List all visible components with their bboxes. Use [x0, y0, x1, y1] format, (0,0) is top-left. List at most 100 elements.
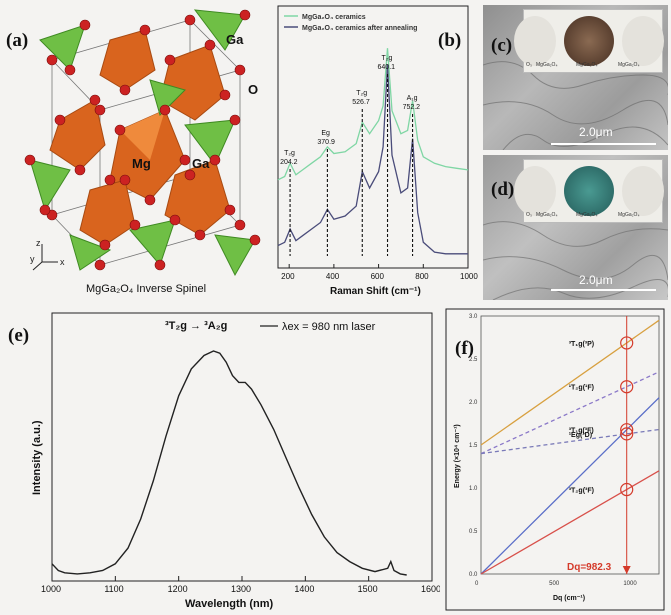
- sample-label-d-1: MgGa₂O₄: [536, 212, 558, 218]
- pl-tick-label-4: 1400: [294, 584, 314, 594]
- tsd-intersection-4: [620, 482, 634, 497]
- scale-bar-d: [551, 289, 656, 291]
- raman-peak-value-2: 526.7: [352, 99, 370, 106]
- raman-xlabel: Raman Shift (cm⁻¹): [330, 286, 421, 297]
- axis-z-label: z: [36, 238, 41, 248]
- pl-tick-label-5: 1500: [358, 584, 378, 594]
- tsd-xlabel: Dq (cm⁻¹): [553, 595, 585, 602]
- sample-label-c-3: MgGa₂O₄: [618, 62, 640, 68]
- scale-bar-c: [551, 143, 656, 145]
- axes-indicator: [32, 244, 58, 271]
- panel-e-label: (e): [8, 325, 30, 346]
- pl-x-ticks: 1000 1100 1200 1300 1400 1500 1600: [41, 576, 440, 594]
- tsd-state-label-3: ¹Eg(¹D): [569, 432, 592, 439]
- raman-peak-value-0: 204.2: [280, 159, 298, 166]
- raman-series-1: [277, 64, 468, 255]
- tsd-dq-arrow: [622, 566, 631, 574]
- legend-ceramics: MgGa₂O₄ ceramics: [302, 14, 366, 21]
- pl-curve: [51, 350, 407, 576]
- tsd-state-label-1: ¹T₂g(¹F): [569, 385, 594, 392]
- pl-series: [51, 350, 407, 576]
- tsd-ytick-2: 1.0: [469, 486, 478, 492]
- tsd-ytick-5: 2.5: [469, 357, 478, 363]
- raman-tick-label-2: 600: [371, 272, 385, 281]
- pellet-d: [564, 166, 614, 216]
- pl-ylabel: Intensity (a.u.): [31, 420, 43, 495]
- tetrahedra: [29, 9, 256, 277]
- panel-f: ³T₁g(³P) ¹T₂g(¹F) ³T₁g(³F) ¹Eg(¹D) ³T₂g(³F) …: [445, 308, 667, 613]
- sample-photo-d: O₃ MgGa₂O₄ MgGa₂O₄ MgGa₂O₄: [514, 159, 664, 223]
- panel-b-label: (b): [438, 30, 462, 51]
- raman-tick-label-0: 200: [281, 272, 295, 281]
- pl-tick-label-3: 1300: [231, 584, 251, 594]
- pl-chart: ³T₂g → ³A₂g λex = 980 nm laser 1000 1100 1…: [31, 312, 440, 610]
- pl-transition-label: ³T₂g → ³A₂g: [165, 320, 227, 332]
- sample-label-d-3: MgGa₂O₄: [618, 212, 640, 218]
- panel-b: (b) MgGa₂O₄ ceramics MgGa₂O₄ ceramics af…: [268, 0, 478, 300]
- tsd-intersection-2: [620, 423, 634, 437]
- tsd-intersection-3: [620, 427, 634, 441]
- tsd-ytick-0: 0.0: [469, 572, 478, 578]
- panel-d: O₃ MgGa₂O₄ MgGa₂O₄ MgGa₂O₄ (d) 2.0μm: [483, 155, 668, 300]
- panel-a-label: (a): [6, 30, 29, 51]
- tsd-xtick-0: 0: [475, 581, 479, 587]
- atom-label-ga-top: Ga: [226, 32, 244, 47]
- raman-peak-mode-0: T₂g: [284, 150, 295, 157]
- tsd-line-2: [480, 397, 660, 575]
- tsd-ytick-3: 1.5: [469, 443, 478, 449]
- legend-annealed: MgGa₂O₄ ceramics after annealing: [302, 25, 417, 32]
- axis-y-label: y: [30, 254, 35, 264]
- octahedra: [49, 29, 231, 246]
- panel-d-label: (d): [491, 179, 515, 200]
- tsd-ytick-6: 3.0: [469, 314, 478, 320]
- raman-peak-value-1: 370.9: [317, 139, 335, 146]
- pl-tick-label-1: 1100: [104, 584, 123, 594]
- tsd-annotation: Dq=982.3: [567, 562, 612, 573]
- panel-a-caption: MgGa₂O₄ Inverse Spinel: [86, 283, 206, 295]
- raman-series: [277, 48, 469, 255]
- tsd-intersection-0: [620, 336, 634, 350]
- pl-plot-frame: [51, 312, 433, 582]
- pellet-d-left: [514, 166, 556, 216]
- pellet-d-right: [622, 166, 664, 216]
- raman-x-ticks: 200 400 600 800 1000: [281, 264, 478, 281]
- tanabe-sugano-chart: ³T₁g(³P)¹T₂g(¹F)³T₁g(³F)¹Eg(¹D)³T₂g(³F) …: [445, 308, 665, 611]
- pellet-c: [564, 16, 614, 66]
- scale-bar-text-d: 2.0μm: [579, 273, 613, 287]
- raman-peak-value-3: 640.1: [378, 64, 396, 71]
- raman-peak-mode-3: T₂g: [382, 55, 393, 62]
- pl-tick-label-2: 1200: [168, 584, 188, 594]
- pl-xlabel: Wavelength (nm): [185, 598, 274, 610]
- tsd-state-label-2: ³T₁g(³F): [569, 428, 594, 435]
- tsd-intersection-1: [620, 380, 634, 394]
- tsd-series: ³T₁g(³P) ¹T₂g(¹F) ³T₁g(³F)¹Eg(¹D) ³T₂g(³F): [480, 316, 660, 575]
- sample-label-d-0: O₃: [526, 212, 532, 218]
- tsd-line-4: [480, 470, 660, 575]
- tsd-xtick-1: 500: [549, 581, 560, 587]
- raman-plot-frame: [277, 5, 469, 269]
- tsd-xtick-2: 1000: [623, 581, 637, 587]
- panel-f-label: (f): [455, 338, 474, 359]
- raman-series-0: [277, 48, 469, 181]
- raman-tick-label-3: 800: [415, 272, 429, 281]
- sample-photo-c: O₃ MgGa₂O₄ MgGa₂O₄ MgGa₂O₄: [514, 9, 664, 73]
- panel-e: (e) ³T₂g → ³A₂g λex = 980 nm laser 1000 1…: [0, 305, 440, 615]
- pl-tick-label-6: 1600: [421, 584, 440, 594]
- raman-peak-value-4: 752.2: [403, 104, 421, 111]
- atom-label-o: O: [248, 82, 258, 97]
- tsd-state-label-4: ³T₂g(³F): [569, 488, 594, 495]
- tsd-ytick-4: 2.0: [469, 400, 478, 406]
- tsd-state-label-0: ³T₁g(³P): [569, 341, 594, 348]
- raman-peak-mode-1: Eg: [321, 130, 330, 137]
- spinel-structure: z y x Ga O Mg Ga MgGa₂O₄ Inverse Spinel: [24, 9, 261, 295]
- atom-label-mg: Mg: [132, 156, 151, 171]
- raman-peak-mode-2: T₂g: [356, 90, 367, 97]
- sample-label-c-0: O₃: [526, 62, 532, 68]
- panel-c: O₃ MgGa₂O₄ MgGa₂O₄ MgGa₂O₄ (c) 2.0μm: [483, 5, 668, 150]
- tsd-ytick-1: 0.5: [469, 529, 478, 535]
- raman-peak-mode-4: A₁g: [407, 95, 418, 102]
- sem-grains-c: [483, 61, 668, 150]
- tsd-ylabel: Energy (×10⁴ cm⁻¹): [454, 424, 461, 488]
- axis-x-label: x: [60, 257, 65, 267]
- raman-tick-label-4: 1000: [460, 272, 478, 281]
